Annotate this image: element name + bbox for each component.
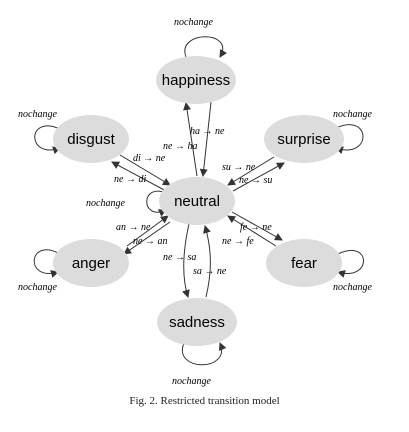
- edge-label-su-ne: su → ne: [222, 162, 256, 173]
- edge-su-ne: [227, 156, 275, 186]
- loop-happiness: [184, 36, 228, 58]
- edge-label-ne-ha: ne → ha: [163, 141, 197, 152]
- edge-ne-fe: [231, 211, 283, 241]
- loop-label-disgust: nochange: [18, 109, 57, 120]
- edge-ne-sa: [182, 223, 190, 298]
- edge-label-fe-ne: fe → ne: [240, 222, 272, 233]
- edge-ne-su: [232, 162, 285, 192]
- loop-label-neutral: nochange: [86, 198, 125, 209]
- loop-sadness: [181, 342, 227, 366]
- node-label-surprise: surprise: [277, 131, 330, 148]
- node-label-disgust: disgust: [67, 131, 115, 148]
- edge-fe-ne: [227, 215, 277, 247]
- node-surprise: surprise: [264, 115, 344, 163]
- node-disgust: disgust: [53, 115, 129, 163]
- node-neutral: neutral: [159, 177, 235, 225]
- node-label-fear: fear: [291, 255, 317, 272]
- edge-label-ha-ne: ha → ne: [190, 126, 225, 137]
- edge-label-ne-fe: ne → fe: [222, 236, 254, 247]
- node-sadness: sadness: [157, 298, 237, 346]
- loop-neutral: [146, 190, 169, 217]
- node-label-sadness: sadness: [169, 314, 225, 331]
- edge-label-ne-an: ne → an: [133, 236, 167, 247]
- edge-ha-ne: [199, 101, 212, 177]
- loop-surprise: [335, 124, 364, 155]
- loop-label-happiness: nochange: [174, 17, 213, 28]
- node-fear: fear: [266, 239, 342, 287]
- loop-label-anger: nochange: [18, 282, 57, 293]
- node-anger: anger: [53, 239, 129, 287]
- edge-label-an-ne: an → ne: [116, 222, 151, 233]
- edge-label-ne-su: ne → su: [239, 175, 272, 186]
- edge-label-sa-ne: sa → ne: [193, 266, 227, 277]
- loop-anger: [33, 249, 61, 278]
- edge-an-ne: [126, 215, 169, 247]
- edge-ne-ha: [183, 102, 198, 177]
- edge-sa-ne: [203, 225, 211, 298]
- loop-fear: [337, 250, 364, 278]
- loop-disgust: [34, 125, 63, 155]
- node-happiness: happiness: [156, 56, 236, 104]
- edge-ne-an: [123, 221, 171, 255]
- node-label-anger: anger: [72, 255, 110, 272]
- node-label-neutral: neutral: [174, 193, 220, 210]
- edge-label-ne-sa: ne → sa: [163, 252, 196, 263]
- edge-label-di-ne: di → ne: [133, 153, 166, 164]
- loop-label-fear: nochange: [333, 282, 372, 293]
- node-label-happiness: happiness: [162, 72, 230, 89]
- edge-di-ne: [119, 154, 171, 186]
- loop-label-surprise: nochange: [333, 109, 372, 120]
- figure-caption: Fig. 2. Restricted transition model: [129, 395, 280, 407]
- edge-label-ne-di: ne → di: [114, 174, 146, 185]
- edge-ne-di: [111, 161, 169, 193]
- loop-label-sadness: nochange: [172, 376, 211, 387]
